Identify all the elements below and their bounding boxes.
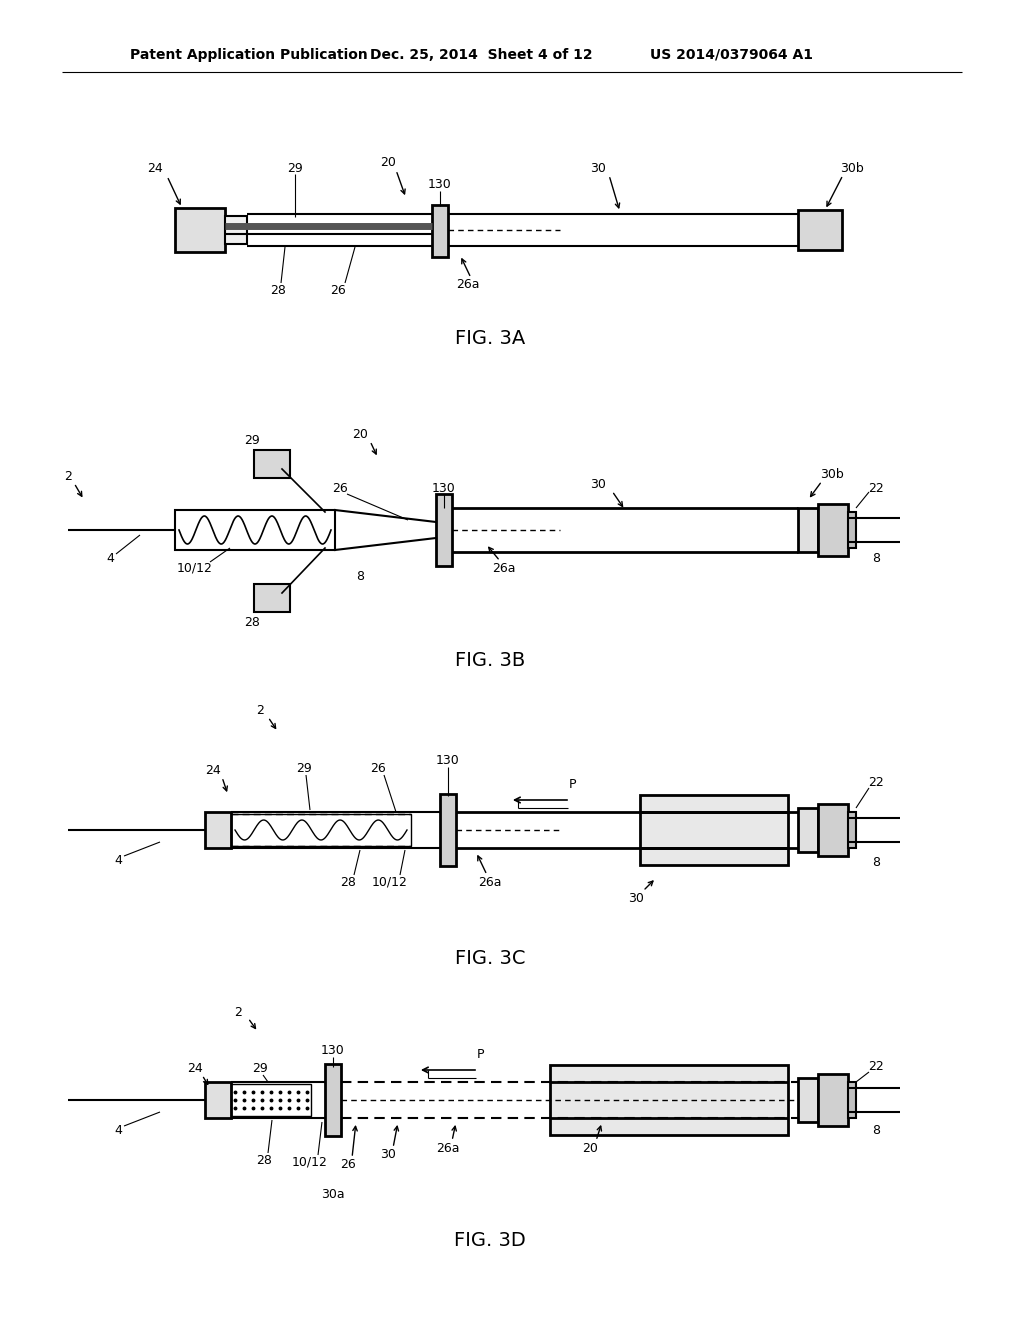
Bar — [550, 1065, 788, 1135]
Text: 4: 4 — [106, 552, 114, 565]
Bar — [818, 504, 848, 556]
Bar — [231, 1084, 311, 1115]
Text: 29: 29 — [244, 433, 260, 446]
Text: 26: 26 — [370, 762, 386, 775]
Text: 30b: 30b — [840, 161, 864, 174]
Text: 26: 26 — [340, 1159, 356, 1172]
Text: 30: 30 — [380, 1148, 396, 1162]
Text: 28: 28 — [340, 875, 356, 888]
Bar — [440, 795, 456, 866]
Bar — [848, 1082, 856, 1118]
Text: Patent Application Publication: Patent Application Publication — [130, 48, 368, 62]
Bar — [798, 1078, 818, 1122]
Text: 30b: 30b — [820, 467, 844, 480]
Text: 4: 4 — [114, 1123, 122, 1137]
Bar — [640, 795, 788, 865]
Bar — [798, 808, 818, 851]
Text: 30: 30 — [590, 478, 606, 491]
Bar — [231, 814, 411, 846]
Bar — [818, 1074, 848, 1126]
Bar — [175, 209, 225, 252]
Text: 22: 22 — [868, 1060, 884, 1072]
Bar — [848, 812, 856, 847]
Bar — [436, 494, 452, 566]
Text: 8: 8 — [872, 552, 880, 565]
Text: 22: 22 — [868, 482, 884, 495]
Text: 20: 20 — [352, 428, 368, 441]
Bar — [254, 583, 290, 612]
Text: 20: 20 — [380, 157, 396, 169]
Text: 26: 26 — [330, 284, 346, 297]
Bar — [254, 450, 290, 478]
Text: 24: 24 — [147, 161, 163, 174]
Text: 30a: 30a — [322, 1188, 345, 1201]
Text: 26a: 26a — [493, 561, 516, 574]
Text: FIG. 3C: FIG. 3C — [455, 949, 525, 968]
Text: 130: 130 — [322, 1044, 345, 1056]
Text: 29: 29 — [296, 762, 312, 775]
Text: 4: 4 — [114, 854, 122, 866]
Text: Dec. 25, 2014  Sheet 4 of 12: Dec. 25, 2014 Sheet 4 of 12 — [370, 48, 593, 62]
Text: 29: 29 — [252, 1061, 268, 1074]
Bar — [325, 1064, 341, 1137]
Text: 2: 2 — [65, 470, 72, 483]
Text: 20: 20 — [582, 1142, 598, 1155]
Text: 10/12: 10/12 — [177, 561, 213, 574]
Text: P: P — [476, 1048, 483, 1060]
Text: US 2014/0379064 A1: US 2014/0379064 A1 — [650, 48, 813, 62]
Text: 30: 30 — [628, 891, 644, 904]
Text: 8: 8 — [356, 570, 364, 583]
Text: 130: 130 — [432, 482, 456, 495]
Text: FIG. 3D: FIG. 3D — [454, 1230, 526, 1250]
Text: 24: 24 — [187, 1061, 203, 1074]
Bar — [225, 216, 247, 244]
Text: 24: 24 — [205, 763, 221, 776]
Text: 26a: 26a — [436, 1142, 460, 1155]
Bar — [818, 804, 848, 855]
Bar — [798, 508, 818, 552]
Text: 8: 8 — [872, 1123, 880, 1137]
Text: P: P — [568, 777, 575, 791]
Bar — [205, 1082, 231, 1118]
Text: 30: 30 — [590, 161, 606, 174]
Bar — [432, 205, 449, 257]
Bar — [798, 210, 842, 249]
Text: 28: 28 — [244, 615, 260, 628]
Text: 29: 29 — [287, 161, 303, 174]
Text: 22: 22 — [868, 776, 884, 788]
Text: 28: 28 — [256, 1154, 272, 1167]
Bar — [205, 812, 231, 847]
Text: 8: 8 — [872, 855, 880, 869]
Text: FIG. 3A: FIG. 3A — [455, 329, 525, 347]
Text: 10/12: 10/12 — [292, 1155, 328, 1168]
Text: 26a: 26a — [478, 875, 502, 888]
Text: 2: 2 — [234, 1006, 242, 1019]
Bar — [848, 512, 856, 548]
Text: FIG. 3B: FIG. 3B — [455, 651, 525, 669]
Text: 130: 130 — [428, 178, 452, 191]
Bar — [175, 510, 335, 550]
Text: 130: 130 — [436, 754, 460, 767]
Text: 10/12: 10/12 — [372, 875, 408, 888]
Text: 26a: 26a — [457, 279, 480, 292]
Text: 2: 2 — [256, 704, 264, 717]
Text: 26: 26 — [332, 482, 348, 495]
Text: 28: 28 — [270, 284, 286, 297]
